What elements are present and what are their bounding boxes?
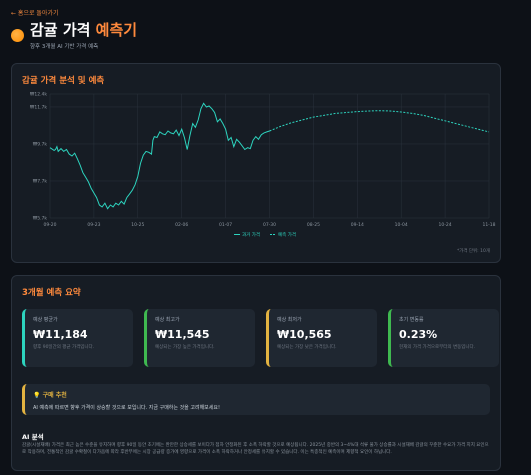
stat-value: ₩11,545 xyxy=(155,328,210,341)
back-link[interactable]: ← 홈으로 돌아가기 xyxy=(11,10,59,17)
recommendation-title-text: 구매 추천 xyxy=(42,392,67,399)
forecast-price-line xyxy=(269,110,490,133)
x-tick-label: 09-23 xyxy=(87,222,100,228)
stat-value: ₩10,565 xyxy=(277,328,332,341)
y-tick-label: ₩7.7k xyxy=(33,178,48,184)
x-tick-label: 10-04 xyxy=(395,222,408,228)
x-tick-label: 01-07 xyxy=(219,222,232,228)
x-tick-label: 11-18 xyxy=(482,222,495,228)
ai-analysis-title: AI 분석 xyxy=(22,433,44,441)
y-tick-label: ₩12.4k xyxy=(30,92,47,98)
page-title: 감귤 가격 예측기 xyxy=(30,21,137,39)
legend-past: 과거 가격 xyxy=(242,231,260,238)
summary-card: 3개월 예측 요약 예상 평균가 ₩11,184 향후 90일간의 평균 가격입… xyxy=(11,275,501,471)
chart-card: 감귤 가격 분석 및 예측 ₩12.4k ₩11.7k ₩9.7k ₩7.7k ₩5.7… xyxy=(11,63,501,263)
x-tick-label: 09-14 xyxy=(351,222,364,228)
stat-label: 예상 최고가 xyxy=(155,317,180,323)
ai-analysis-text: 감귤(시설재배) 가격은 최근 높은 수준을 유지하며 향후 90일 동안 초기… xyxy=(22,443,489,455)
lightbulb-icon: 💡 xyxy=(33,392,41,399)
chart-title: 감귤 가격 분석 및 예측 xyxy=(22,76,105,86)
x-tick-label: 09-20 xyxy=(43,222,56,228)
past-price-line xyxy=(49,102,270,210)
title-main: 감귤 가격 xyxy=(30,21,96,39)
legend-forecast: 예측 가격 xyxy=(278,231,296,238)
y-tick-label: ₩9.7k xyxy=(33,141,48,147)
title-accent: 예측기 xyxy=(95,21,138,39)
stat-desc: 현재의 가격 가격으로부터의 변동입니다. xyxy=(399,345,476,350)
stat-value: ₩11,184 xyxy=(33,328,88,341)
y-tick-label: ₩11.7k xyxy=(30,104,47,110)
stat-avg: 예상 평균가 ₩11,184 향후 90일간의 평균 가격입니다. xyxy=(22,309,133,367)
x-tick-label: 10-24 xyxy=(439,222,452,228)
stat-change: 초기 변동률 0.23% 현재의 가격 가격으로부터의 변동입니다. xyxy=(388,309,499,367)
stat-label: 초기 변동률 xyxy=(399,317,424,323)
stat-desc: 예상되는 가장 낮은 가격입니다. xyxy=(277,345,337,350)
y-tick-label: ₩5.7k xyxy=(33,216,48,222)
stat-value: 0.23% xyxy=(399,328,438,341)
x-tick-label: 08-25 xyxy=(307,222,320,228)
recommendation-text: AI 예측에 따르면 향후 가격이 상승할 것으로 보입니다. 지금 구매하는 … xyxy=(33,405,220,411)
stat-label: 예상 최저가 xyxy=(277,317,302,323)
summary-title: 3개월 예측 요약 xyxy=(22,288,81,298)
unit-note: *가격 단위: 10개 xyxy=(456,249,490,254)
page-header: 감귤 가격 예측기 향후 3개월 AI 기반 가격 예측 xyxy=(11,21,137,50)
page-subtitle: 향후 3개월 AI 기반 가격 예측 xyxy=(30,44,99,50)
stat-min: 예상 최저가 ₩10,565 예상되는 가장 낮은 가격입니다. xyxy=(266,309,377,367)
x-tick-label: 10-25 xyxy=(131,222,144,228)
stat-desc: 향후 90일간의 평균 가격입니다. xyxy=(33,345,95,350)
stat-desc: 예상되는 가장 높은 가격입니다. xyxy=(155,345,215,350)
orange-icon xyxy=(11,29,24,42)
x-tick-label: 07-30 xyxy=(263,222,276,228)
stat-label: 예상 평균가 xyxy=(33,317,58,323)
recommendation-box: 💡 구매 추천 AI 예측에 따르면 향후 가격이 상승할 것으로 보입니다. … xyxy=(22,384,490,415)
stat-max: 예상 최고가 ₩11,545 예상되는 가장 높은 가격입니다. xyxy=(144,309,255,367)
recommendation-title: 💡 구매 추천 xyxy=(33,390,482,399)
x-tick-label: 02-06 xyxy=(175,222,188,228)
